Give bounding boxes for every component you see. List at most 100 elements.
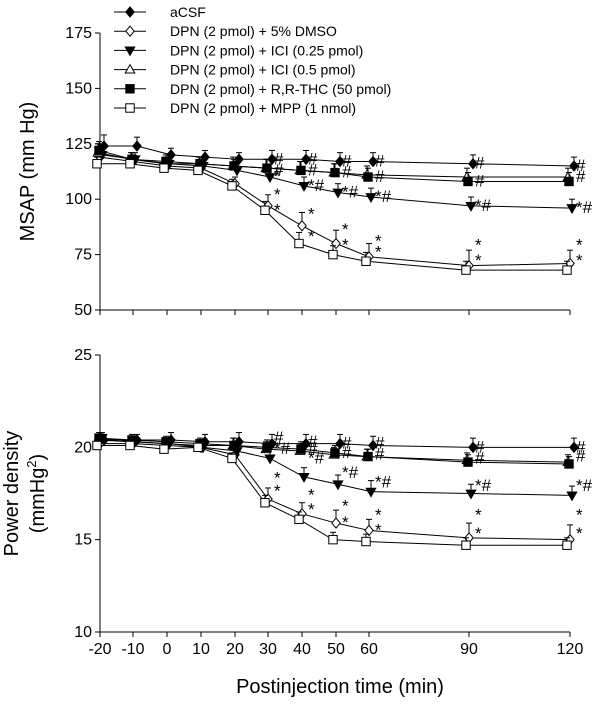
significance-marker: * <box>375 231 382 250</box>
significance-marker: * <box>576 251 583 270</box>
data-point <box>566 491 578 502</box>
significance-marker: # <box>342 434 352 453</box>
significance-marker: * <box>274 469 281 488</box>
data-point <box>297 220 307 232</box>
significance-marker: # <box>375 445 385 464</box>
y-tick-label: 15 <box>74 532 92 549</box>
significance-marker: * <box>475 506 482 525</box>
data-point <box>365 193 377 203</box>
pd-series-5 <box>92 439 572 550</box>
significance-marker: *# <box>375 187 392 206</box>
significance-marker: # <box>308 160 318 179</box>
data-point <box>569 441 579 454</box>
legend-label: DPN (2 pmol) + ICI (0.5 pmol) <box>170 62 356 78</box>
significance-marker: * <box>576 524 583 543</box>
significance-marker: * <box>475 251 482 270</box>
x-tick-label: 90 <box>460 641 478 658</box>
legend-item-2: DPN (2 pmol) + ICI (0.25 pmol) <box>114 42 363 58</box>
data-point <box>368 439 378 452</box>
data-point <box>296 165 306 176</box>
msap-series-0 <box>99 134 579 172</box>
data-point <box>363 451 373 462</box>
data-point <box>463 457 473 467</box>
legend-item-3: DPN (2 pmol) + ICI (0.5 pmol) <box>114 62 356 78</box>
significance-marker: # <box>375 152 385 171</box>
data-point <box>92 159 102 169</box>
legend-item-5: DPN (2 pmol) + MPP (1 nmol) <box>114 100 356 116</box>
significance-marker: # <box>475 171 485 190</box>
significance-marker: * <box>308 227 315 246</box>
legend-marker <box>125 84 135 94</box>
significance-marker: * <box>308 205 315 224</box>
legend-marker <box>125 6 135 18</box>
significance-marker: * <box>274 200 281 219</box>
significance-marker: *# <box>342 463 359 482</box>
data-point <box>465 489 477 500</box>
x-tick-label: 60 <box>360 641 378 658</box>
legend-item-4: DPN (2 pmol) + R,R-THC (50 pmol) <box>114 81 391 97</box>
data-point <box>332 188 344 199</box>
data-point <box>159 163 169 173</box>
significance-marker: *# <box>576 198 593 217</box>
data-point <box>298 182 310 192</box>
significance-marker: # <box>375 434 385 453</box>
data-point <box>132 140 142 152</box>
data-point <box>264 173 276 184</box>
significance-marker: * <box>274 185 281 204</box>
data-point <box>92 440 102 451</box>
significance-marker: # <box>576 156 586 175</box>
legend-item-1: DPN (2 pmol) + 5% DMSO <box>114 23 337 39</box>
data-point <box>562 540 572 550</box>
x-axis-title: Postinjection time (min) <box>236 676 444 698</box>
msap-series-5 <box>92 156 572 275</box>
data-point <box>227 181 237 191</box>
significance-marker: * <box>342 496 349 515</box>
significance-marker: # <box>342 163 352 182</box>
legend-label: DPN (2 pmol) + ICI (0.25 pmol) <box>170 42 363 58</box>
data-point <box>566 204 578 215</box>
data-point <box>260 498 270 508</box>
y-axis-units-superscript: 2 <box>24 460 39 467</box>
legend-marker <box>125 25 135 37</box>
data-point <box>125 159 135 169</box>
data-point <box>363 172 373 182</box>
significance-marker: # <box>475 448 485 467</box>
significance-marker: # <box>375 167 385 186</box>
data-point <box>227 453 237 464</box>
x-tick-label: 0 <box>163 641 172 658</box>
pd-series-0 <box>99 432 579 454</box>
pd-series-4 <box>94 432 574 469</box>
data-point <box>564 459 574 469</box>
significance-marker: # <box>342 443 352 462</box>
significance-marker: * <box>475 236 482 255</box>
significance-marker: # <box>308 439 318 458</box>
data-point <box>461 265 471 275</box>
data-point <box>468 157 478 170</box>
significance-marker: * <box>475 524 482 543</box>
significance-marker: # <box>274 160 284 179</box>
significance-marker: * <box>274 482 281 501</box>
legend-item-0: aCSF <box>114 4 206 20</box>
data-point <box>328 249 338 260</box>
data-point <box>229 161 239 171</box>
data-point <box>159 444 169 454</box>
y-axis-units-text: (mmHg <box>27 468 49 534</box>
data-point <box>294 514 304 525</box>
significance-marker: *# <box>576 476 593 495</box>
data-point <box>569 160 579 172</box>
data-point <box>229 440 239 451</box>
data-point <box>365 487 377 498</box>
legend-marker <box>124 46 136 57</box>
significance-marker: # <box>342 152 352 171</box>
legend-label: DPN (2 pmol) + R,R-THC (50 pmol) <box>170 81 391 97</box>
significance-marker: * <box>308 500 315 519</box>
data-point <box>368 155 378 168</box>
data-point <box>294 238 304 249</box>
data-point <box>332 480 344 491</box>
significance-marker: *# <box>342 183 359 202</box>
y-tick-label: 25 <box>74 347 92 364</box>
y-axis-units-paren: ) <box>27 454 49 461</box>
y-tick-label: 75 <box>74 247 92 264</box>
x-tick-label: 50 <box>327 641 345 658</box>
